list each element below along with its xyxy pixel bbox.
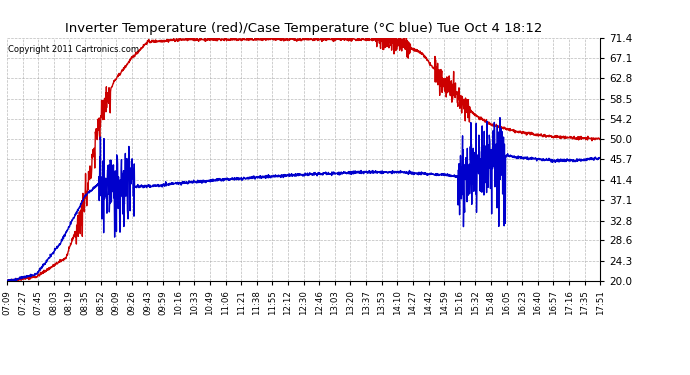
- Title: Inverter Temperature (red)/Case Temperature (°C blue) Tue Oct 4 18:12: Inverter Temperature (red)/Case Temperat…: [65, 22, 542, 35]
- Text: Copyright 2011 Cartronics.com: Copyright 2011 Cartronics.com: [8, 45, 139, 54]
